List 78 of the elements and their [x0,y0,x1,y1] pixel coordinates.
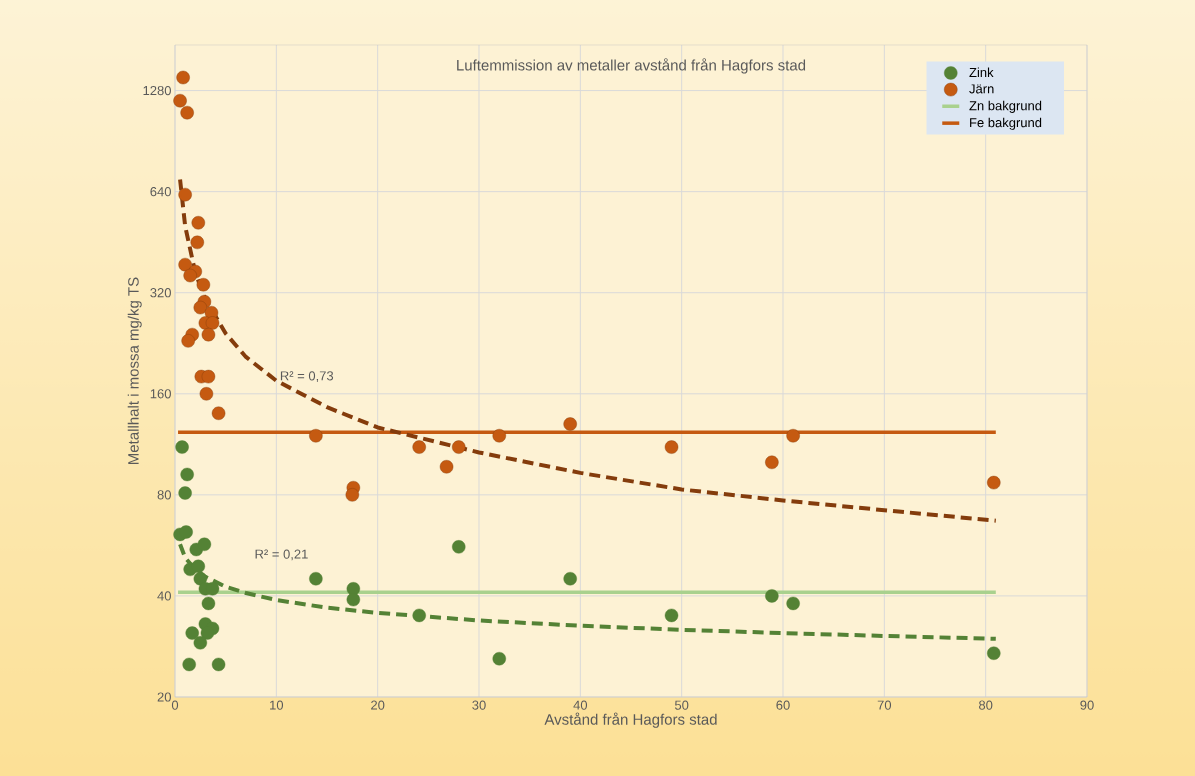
legend-label: Zink [969,67,994,77]
point [193,572,208,586]
point [765,455,779,470]
point [563,417,577,431]
point [412,608,426,623]
point [178,486,192,500]
point [183,268,197,283]
legend-label: Järn [969,84,994,94]
point [191,216,206,230]
y-tick-label: 640 [150,187,171,197]
point [205,316,220,330]
point [180,105,194,120]
point [439,460,454,474]
point [201,369,216,384]
point [196,278,211,292]
point [452,540,466,554]
point [179,525,193,539]
point [181,334,195,348]
point [211,406,226,420]
x-tick-label: 10 [270,700,284,710]
point [346,592,361,607]
point [178,187,192,202]
y-tick-label: 160 [150,389,171,399]
point [211,657,226,672]
x-tick-label: 20 [371,700,385,710]
legend-label: Zn bakgrund [969,100,1042,113]
annotation: R² = 0,73 [280,371,334,382]
point [309,572,323,586]
point [178,257,192,272]
y-axis-title: Metallhalt i mossa mg/kg TS [127,277,142,464]
point [176,70,190,85]
x-tick-label: 0 [171,700,179,710]
y-tick-label: 20 [157,692,171,702]
x-tick-label: 50 [674,700,689,710]
point [664,440,679,454]
legend-label: Fe bakgrund [970,117,1042,130]
point [199,387,214,401]
point [563,572,577,586]
point [492,429,506,443]
point [412,440,426,454]
x-tick-label: 40 [573,700,588,710]
point [201,327,216,342]
point [197,537,212,551]
point [193,636,208,650]
text: Luftemmission av metaller avstånd från Hagfors stad [457,58,806,74]
x-tick-label: 90 [1080,700,1094,710]
point [786,596,800,611]
point [987,646,1001,660]
point [182,657,196,672]
point [185,626,199,640]
y-tick-label: 320 [150,288,171,298]
x-axis-title: Avstånd från Hagfors stad [544,712,717,728]
point [987,475,1001,490]
y-tick-label: 80 [157,490,171,500]
point [175,440,189,454]
annotation: R² = 0,21 [255,549,308,561]
point [664,608,679,623]
point [309,429,323,443]
point [492,652,506,666]
point [452,440,466,454]
y-tick-label: 40 [157,591,171,601]
x-tick-label: 60 [776,700,790,710]
point [346,582,361,596]
x-tick-label: 80 [979,700,993,710]
point [173,94,187,108]
y-tick-label: 1280 [143,85,171,96]
point [180,467,194,482]
x-tick-label: 70 [877,700,892,710]
point [786,429,800,443]
point [191,559,206,574]
line-series [178,177,998,523]
point [201,596,216,611]
point [190,235,204,250]
x-tick-label: 30 [472,700,486,710]
point [345,488,360,502]
line-series [178,542,998,641]
point [765,589,779,603]
point [193,300,208,315]
